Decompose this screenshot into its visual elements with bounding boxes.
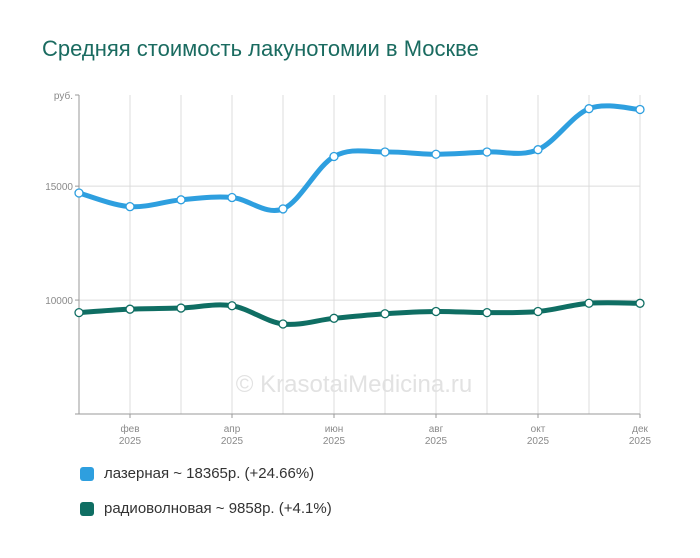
data-point-radiowave (74, 307, 84, 318)
data-point-radiowave (329, 313, 339, 323)
data-point-radiowave (227, 301, 237, 311)
data-point-radiowave (431, 306, 441, 317)
data-point-laser (380, 147, 390, 157)
data-point-laser (482, 147, 492, 157)
series-layer (74, 103, 645, 329)
axes-layer: руб.1500010000фев2025апр2025июн2025авг20… (45, 90, 651, 447)
y-unit-label: руб. (54, 90, 73, 102)
data-point-radiowave (125, 304, 135, 314)
legend-swatch-radiowave (80, 501, 94, 516)
data-point-laser (635, 104, 645, 115)
legend-label-radiowave: радиоволновая ~ 9858р. (+4.1%) (104, 500, 332, 517)
data-point-laser (125, 201, 135, 212)
data-point-laser (278, 204, 288, 214)
x-tick-label-year: 2025 (527, 436, 550, 447)
data-point-laser (329, 151, 339, 162)
data-point-radiowave (584, 298, 594, 308)
chart-title: Средняя стоимость лакунотомии в Москве (42, 36, 479, 61)
legend-label-laser: лазерная ~ 18365р. (+24.66%) (104, 465, 315, 482)
x-tick-label-year: 2025 (629, 436, 652, 447)
data-point-radiowave (635, 298, 645, 308)
x-tick-label-month: окт (531, 424, 546, 435)
data-point-laser (533, 145, 543, 155)
x-tick-label-year: 2025 (221, 436, 244, 447)
watermark: © KrasotaiMedicina.ru (236, 371, 472, 398)
x-tick-label-year: 2025 (119, 436, 142, 447)
data-point-radiowave (278, 319, 288, 329)
x-tick-label-year: 2025 (323, 436, 346, 447)
grid-layer (78, 95, 641, 414)
data-point-laser (176, 195, 186, 205)
y-tick-label: 10000 (45, 296, 73, 307)
series-line-laser (76, 103, 643, 213)
x-tick-label-month: апр (224, 424, 241, 435)
x-tick-label-month: фев (120, 423, 139, 435)
x-tick-label-month: дек (632, 424, 648, 435)
data-point-radiowave (380, 309, 390, 319)
data-point-radiowave (176, 303, 186, 313)
x-tick-label-month: июн (325, 424, 344, 435)
data-point-radiowave (482, 307, 492, 318)
data-point-laser (431, 149, 441, 159)
x-tick-label-month: авг (429, 424, 444, 435)
data-point-laser (584, 104, 594, 114)
data-point-radiowave (533, 306, 543, 317)
legend-item-radiowave[interactable]: радиоволновая ~ 9858р. (+4.1%) (80, 500, 332, 517)
data-point-laser (227, 192, 237, 203)
x-tick-label-year: 2025 (425, 436, 448, 447)
y-tick-label: 15000 (45, 182, 73, 193)
legend-item-laser[interactable]: лазерная ~ 18365р. (+24.66%) (80, 465, 314, 482)
legend-swatch-laser (80, 466, 94, 481)
series-line-radiowave (76, 300, 643, 327)
data-point-laser (74, 188, 84, 198)
